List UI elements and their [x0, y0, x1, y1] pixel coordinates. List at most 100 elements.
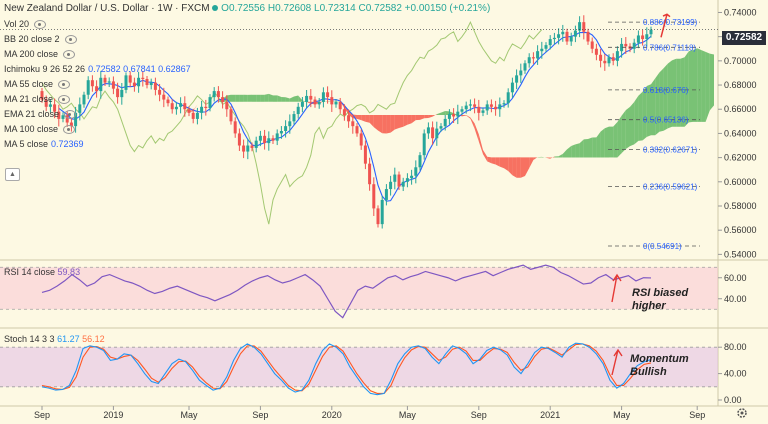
cloud-segment-bullish	[659, 68, 664, 132]
rsi-legend[interactable]: RSI 14 close 59.83	[4, 267, 81, 277]
candle-up	[258, 135, 262, 141]
cloud-segment-bearish	[546, 157, 551, 159]
cloud-segment-bearish	[499, 157, 504, 169]
candle-down	[132, 82, 136, 87]
cloud-segment-bullish	[676, 58, 681, 127]
cloud-segment-bullish	[638, 91, 643, 141]
price-tick-label: 0.58000	[724, 201, 757, 211]
candle-down	[263, 135, 267, 144]
rsi-band-fill	[0, 267, 718, 310]
candle-down	[183, 103, 187, 110]
cloud-segment-bullish	[709, 53, 714, 111]
candle-up	[48, 104, 52, 107]
legend-row-ma21[interactable]: MA 21 close	[4, 92, 191, 107]
candle-down	[477, 106, 481, 113]
time-tick-label: Sep	[34, 410, 50, 420]
cloud-segment-bullish	[281, 97, 286, 102]
candle-up	[410, 175, 414, 179]
hidden-eye-icon[interactable]	[63, 125, 76, 134]
cloud-segment-bearish	[306, 101, 311, 104]
candles	[40, 15, 653, 229]
legend-row-ma55[interactable]: MA 55 close	[4, 77, 191, 92]
ichimoku-lagging-span	[41, 20, 543, 225]
candle-up	[498, 104, 502, 110]
candle-up	[460, 109, 464, 112]
cloud-segment-bearish	[361, 115, 366, 122]
cloud-segment-bullish	[642, 86, 647, 141]
candle-up	[254, 140, 258, 148]
legend-row-ma100[interactable]: MA 100 close	[4, 122, 191, 137]
legend-row-ichimoku[interactable]: Ichimoku 9 26 52 26 0.72582 0.67841 0.628…	[4, 62, 191, 77]
stoch-k-line	[41, 342, 652, 396]
cloud-segment-bullish	[571, 144, 576, 158]
candle-up	[195, 112, 199, 119]
cloud-segment-bullish	[646, 84, 651, 137]
price-tick-label: 0.74000	[724, 7, 757, 17]
symbol-header[interactable]: New Zealand Dollar / U.S. Dollar · 1W · …	[4, 3, 490, 14]
candle-up	[300, 101, 304, 107]
cloud-segment-bullish	[243, 94, 248, 102]
hidden-eye-icon[interactable]	[34, 20, 47, 29]
cloud-segment-bullish	[596, 131, 601, 158]
cloud-segment-bearish	[533, 157, 538, 160]
candle-up	[179, 103, 183, 107]
candle-up	[506, 92, 510, 104]
candle-up	[149, 82, 153, 86]
cloud-segment-bullish	[609, 126, 614, 158]
candle-down	[368, 163, 372, 185]
candle-down	[641, 35, 645, 40]
cloud-segment-bullish	[558, 153, 563, 158]
candle-down	[330, 97, 334, 105]
legend-row-ma200[interactable]: MA 200 close	[4, 47, 191, 62]
hidden-eye-icon[interactable]	[64, 35, 77, 44]
candle-down	[153, 82, 157, 90]
stoch-legend[interactable]: Stoch 14 3 3 61.27 56.12	[4, 334, 105, 344]
candle-down	[116, 88, 120, 98]
legend-row-ema21[interactable]: EMA 21 close	[4, 107, 191, 122]
candle-down	[233, 121, 237, 134]
hidden-eye-icon[interactable]	[64, 110, 77, 119]
legend-row-ma5[interactable]: MA 5 close 0.72369	[4, 137, 191, 152]
ma5-value: 0.72369	[51, 139, 84, 149]
candle-up	[519, 70, 523, 76]
cloud-segment-bullish	[541, 156, 546, 158]
candle-up	[305, 95, 309, 102]
cloud-segment-bullish	[680, 57, 685, 127]
candle-down	[326, 92, 330, 98]
candle-down	[611, 57, 615, 61]
candle-down	[141, 77, 145, 79]
settings-gear-icon[interactable]	[737, 408, 747, 418]
symbol-title[interactable]: New Zealand Dollar / U.S. Dollar · 1W · …	[4, 3, 210, 14]
candle-down	[65, 115, 69, 123]
candle-up	[468, 104, 472, 106]
candle-down	[237, 133, 241, 146]
candle-down	[489, 104, 493, 107]
candle-down	[250, 145, 254, 148]
cloud-segment-bearish	[550, 156, 555, 159]
price-tick-label: 0.68000	[724, 80, 757, 90]
cloud-segment-bullish	[554, 156, 559, 158]
candle-down	[95, 86, 99, 92]
cloud-segment-bearish	[399, 115, 404, 129]
candle-up	[321, 92, 325, 102]
hidden-eye-icon[interactable]	[58, 80, 71, 89]
time-tick-label: Sep	[471, 410, 487, 420]
cloud-segment-bullish	[655, 72, 660, 136]
hidden-eye-icon[interactable]	[58, 95, 71, 104]
price-tick-label: 0.64000	[724, 128, 757, 138]
candle-up	[246, 145, 250, 152]
cloud-segment-bullish	[273, 95, 278, 102]
cloud-segment-bearish	[478, 134, 483, 155]
legend-row-bb[interactable]: BB 20 close 2	[4, 32, 191, 47]
candle-up	[401, 181, 405, 187]
candle-down	[229, 109, 233, 122]
price-tick-label: 0.54000	[724, 249, 757, 259]
legend-row-vol[interactable]: Vol 20	[4, 17, 191, 32]
candle-up	[426, 127, 430, 134]
hidden-eye-icon[interactable]	[63, 50, 76, 59]
candle-down	[158, 89, 162, 95]
collapse-legend-icon[interactable]: ▲	[5, 168, 20, 181]
cloud-segment-bearish	[340, 101, 345, 109]
stoch-tick-label: 80.00	[724, 342, 747, 352]
